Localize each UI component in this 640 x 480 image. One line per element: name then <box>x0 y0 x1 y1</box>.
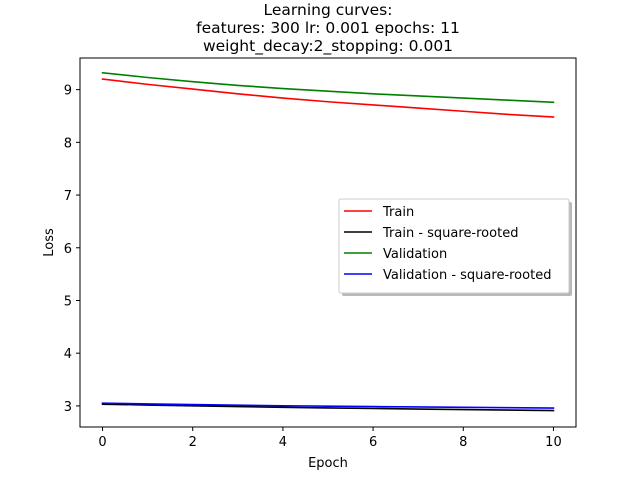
legend-label: Train - square-rooted <box>382 226 518 241</box>
x-tick-label: 0 <box>98 435 106 450</box>
title-line: features: 300 lr: 0.001 epochs: 11 <box>196 19 460 37</box>
y-tick-label: 9 <box>64 84 72 99</box>
x-axis-label: Epoch <box>308 456 348 471</box>
x-axis: 0 2 4 6 8 10 <box>98 427 562 450</box>
series-line-1 <box>101 78 555 118</box>
x-tick-label: 10 <box>545 435 562 450</box>
legend-box <box>338 198 570 294</box>
y-axis: 3 4 5 6 7 8 9 <box>64 84 80 415</box>
legend-label: Validation <box>383 247 447 262</box>
x-tick-label: 2 <box>189 435 197 450</box>
y-tick-label: 7 <box>64 189 72 204</box>
legend-label: Validation - square-rooted <box>383 268 551 283</box>
y-tick-label: 4 <box>64 347 72 362</box>
x-tick-label: 8 <box>459 435 467 450</box>
title-line: weight_decay:2_stopping: 0.001 <box>203 37 453 56</box>
legend-label: Train <box>382 205 414 220</box>
title-line: Learning curves: <box>264 1 393 19</box>
axes-frame <box>79 57 577 428</box>
series-line-4 <box>101 402 555 409</box>
y-tick-label: 3 <box>64 400 72 415</box>
series-line-3 <box>101 71 555 104</box>
series-line-2 <box>101 403 555 412</box>
y-tick-label: 8 <box>64 136 72 151</box>
chart-title: Learning curves:features: 300 lr: 0.001 … <box>196 1 460 56</box>
y-tick-label: 5 <box>64 294 72 309</box>
legend: Train Train - square-rooted Validation Vali… <box>338 198 572 296</box>
y-tick-label: 6 <box>64 242 72 257</box>
x-tick-label: 4 <box>279 435 287 450</box>
y-axis-label: Loss <box>42 228 57 257</box>
plot-area <box>101 71 555 412</box>
x-tick-label: 6 <box>369 435 377 450</box>
